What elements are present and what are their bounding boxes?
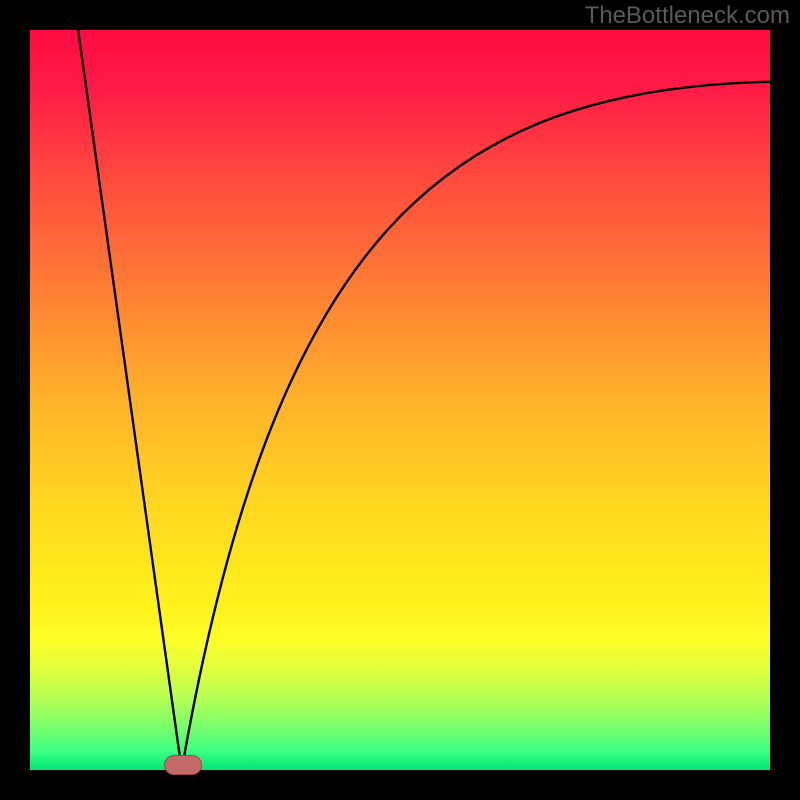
watermark-label: TheBottleneck.com bbox=[585, 2, 790, 30]
chart-stage: TheBottleneck.com bbox=[0, 0, 800, 800]
plot-area bbox=[30, 30, 770, 770]
optimal-point-marker bbox=[164, 755, 202, 775]
heat-gradient-background bbox=[30, 30, 770, 770]
